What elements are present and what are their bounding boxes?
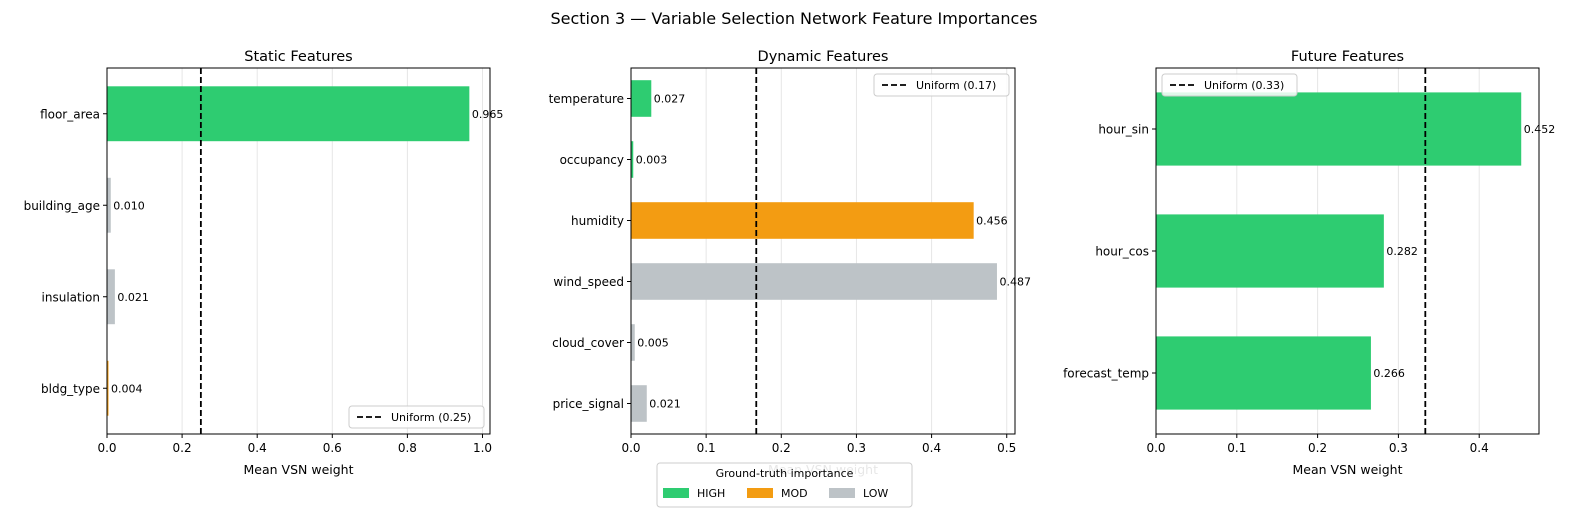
global-legend-title: Ground-truth importance <box>716 467 854 480</box>
legend-item-label: HIGH <box>697 487 725 500</box>
x-tick-label: 0.0 <box>621 441 640 455</box>
x-axis-label: Mean VSN weight <box>244 462 354 477</box>
figure-suptitle: Section 3 — Variable Selection Network F… <box>550 9 1037 28</box>
x-tick-label: 1.0 <box>473 441 492 455</box>
bar-cloud_cover <box>631 324 635 361</box>
y-tick-label: humidity <box>571 214 624 228</box>
legend-swatch-low <box>829 488 855 498</box>
x-tick-label: 0.1 <box>1227 441 1246 455</box>
x-tick-label: 0.4 <box>248 441 267 455</box>
y-tick-label: forecast_temp <box>1063 367 1149 381</box>
bar-forecast_temp <box>1156 336 1371 410</box>
global-legend: Ground-truth importance HIGH MOD LOW <box>656 462 913 508</box>
chart-panel-1: 0.0 0.2 0.4 0.6 0.8 1.0 floor_area 0.965 buildin… <box>24 49 504 477</box>
value-label: 0.266 <box>1373 367 1405 380</box>
uniform-legend: Uniform (0.17) <box>873 73 1010 97</box>
y-tick-label: floor_area <box>40 107 100 121</box>
legend-swatch-high <box>663 488 689 498</box>
x-tick-label: 0.2 <box>173 441 192 455</box>
bar-insulation <box>107 269 115 325</box>
legend-box <box>873 73 1010 97</box>
bar-hour_cos <box>1156 214 1384 288</box>
x-tick-label: 0.4 <box>1470 441 1489 455</box>
x-tick-label: 0.6 <box>323 441 342 455</box>
y-tick-label: hour_cos <box>1095 245 1149 259</box>
bar-wind_speed <box>631 263 997 300</box>
x-tick-label: 0.2 <box>772 441 791 455</box>
legend-swatch-mod <box>747 488 773 498</box>
chart-panels: 0.0 0.2 0.4 0.6 0.8 1.0 floor_area 0.965 buildin… <box>24 49 1556 477</box>
bar-hour_sin <box>1156 92 1522 166</box>
bar-temperature <box>631 80 652 117</box>
value-label: 0.965 <box>472 108 504 121</box>
axes-frame <box>1155 67 1540 435</box>
legend-box <box>348 405 485 429</box>
y-tick-label: cloud_cover <box>552 336 624 350</box>
x-axis-label: Mean VSN weight <box>1293 462 1403 477</box>
y-tick-label: occupancy <box>560 153 624 167</box>
legend-box <box>1161 73 1298 97</box>
panel-title: Future Features <box>1291 49 1404 65</box>
legend-item-label: LOW <box>863 487 888 500</box>
bar-building_age <box>107 177 111 233</box>
value-label: 0.027 <box>654 93 686 106</box>
y-tick-label: insulation <box>42 290 100 304</box>
y-tick-label: hour_sin <box>1098 123 1149 137</box>
x-tick-label: 0.0 <box>1146 441 1165 455</box>
x-tick-label: 0.8 <box>398 441 417 455</box>
legend-label: Uniform (0.33) <box>1204 79 1284 92</box>
x-tick-label: 0.0 <box>97 441 116 455</box>
x-tick-label: 0.3 <box>1389 441 1408 455</box>
x-tick-label: 0.1 <box>697 441 716 455</box>
y-tick-label: price_signal <box>553 397 624 411</box>
value-label: 0.003 <box>636 154 668 167</box>
value-label: 0.021 <box>649 398 681 411</box>
x-tick-label: 0.2 <box>1308 441 1327 455</box>
y-tick-label: temperature <box>549 92 624 106</box>
value-label: 0.004 <box>111 382 142 395</box>
uniform-legend: Uniform (0.25) <box>348 405 485 429</box>
bar-bldg_type <box>107 360 109 416</box>
value-label: 0.005 <box>637 337 669 350</box>
value-label: 0.282 <box>1386 245 1418 258</box>
panel-title: Static Features <box>244 49 352 65</box>
panel-title: Dynamic Features <box>758 49 889 65</box>
y-tick-label: wind_speed <box>553 275 624 289</box>
x-tick-label: 0.5 <box>997 441 1016 455</box>
legend-label: Uniform (0.25) <box>391 411 471 424</box>
value-label: 0.010 <box>113 199 145 212</box>
bar-floor_area <box>107 86 470 142</box>
bar-price_signal <box>631 385 647 422</box>
uniform-legend: Uniform (0.33) <box>1161 73 1298 97</box>
axes-frame <box>630 67 1016 435</box>
bar-occupancy <box>631 141 634 178</box>
chart-panel-2: 0.0 0.1 0.2 0.3 0.4 0.5 temperature 0.027 occupa… <box>549 49 1031 477</box>
y-tick-label: bldg_type <box>41 382 100 396</box>
value-label: 0.021 <box>117 291 148 304</box>
legend-item-label: MOD <box>781 487 808 500</box>
axes-frame <box>106 67 491 435</box>
x-tick-label: 0.3 <box>847 441 866 455</box>
y-tick-label: building_age <box>24 199 100 213</box>
legend-label: Uniform (0.17) <box>916 79 996 92</box>
value-label: 0.456 <box>976 215 1008 228</box>
x-tick-label: 0.4 <box>922 441 941 455</box>
bar-humidity <box>631 202 974 239</box>
